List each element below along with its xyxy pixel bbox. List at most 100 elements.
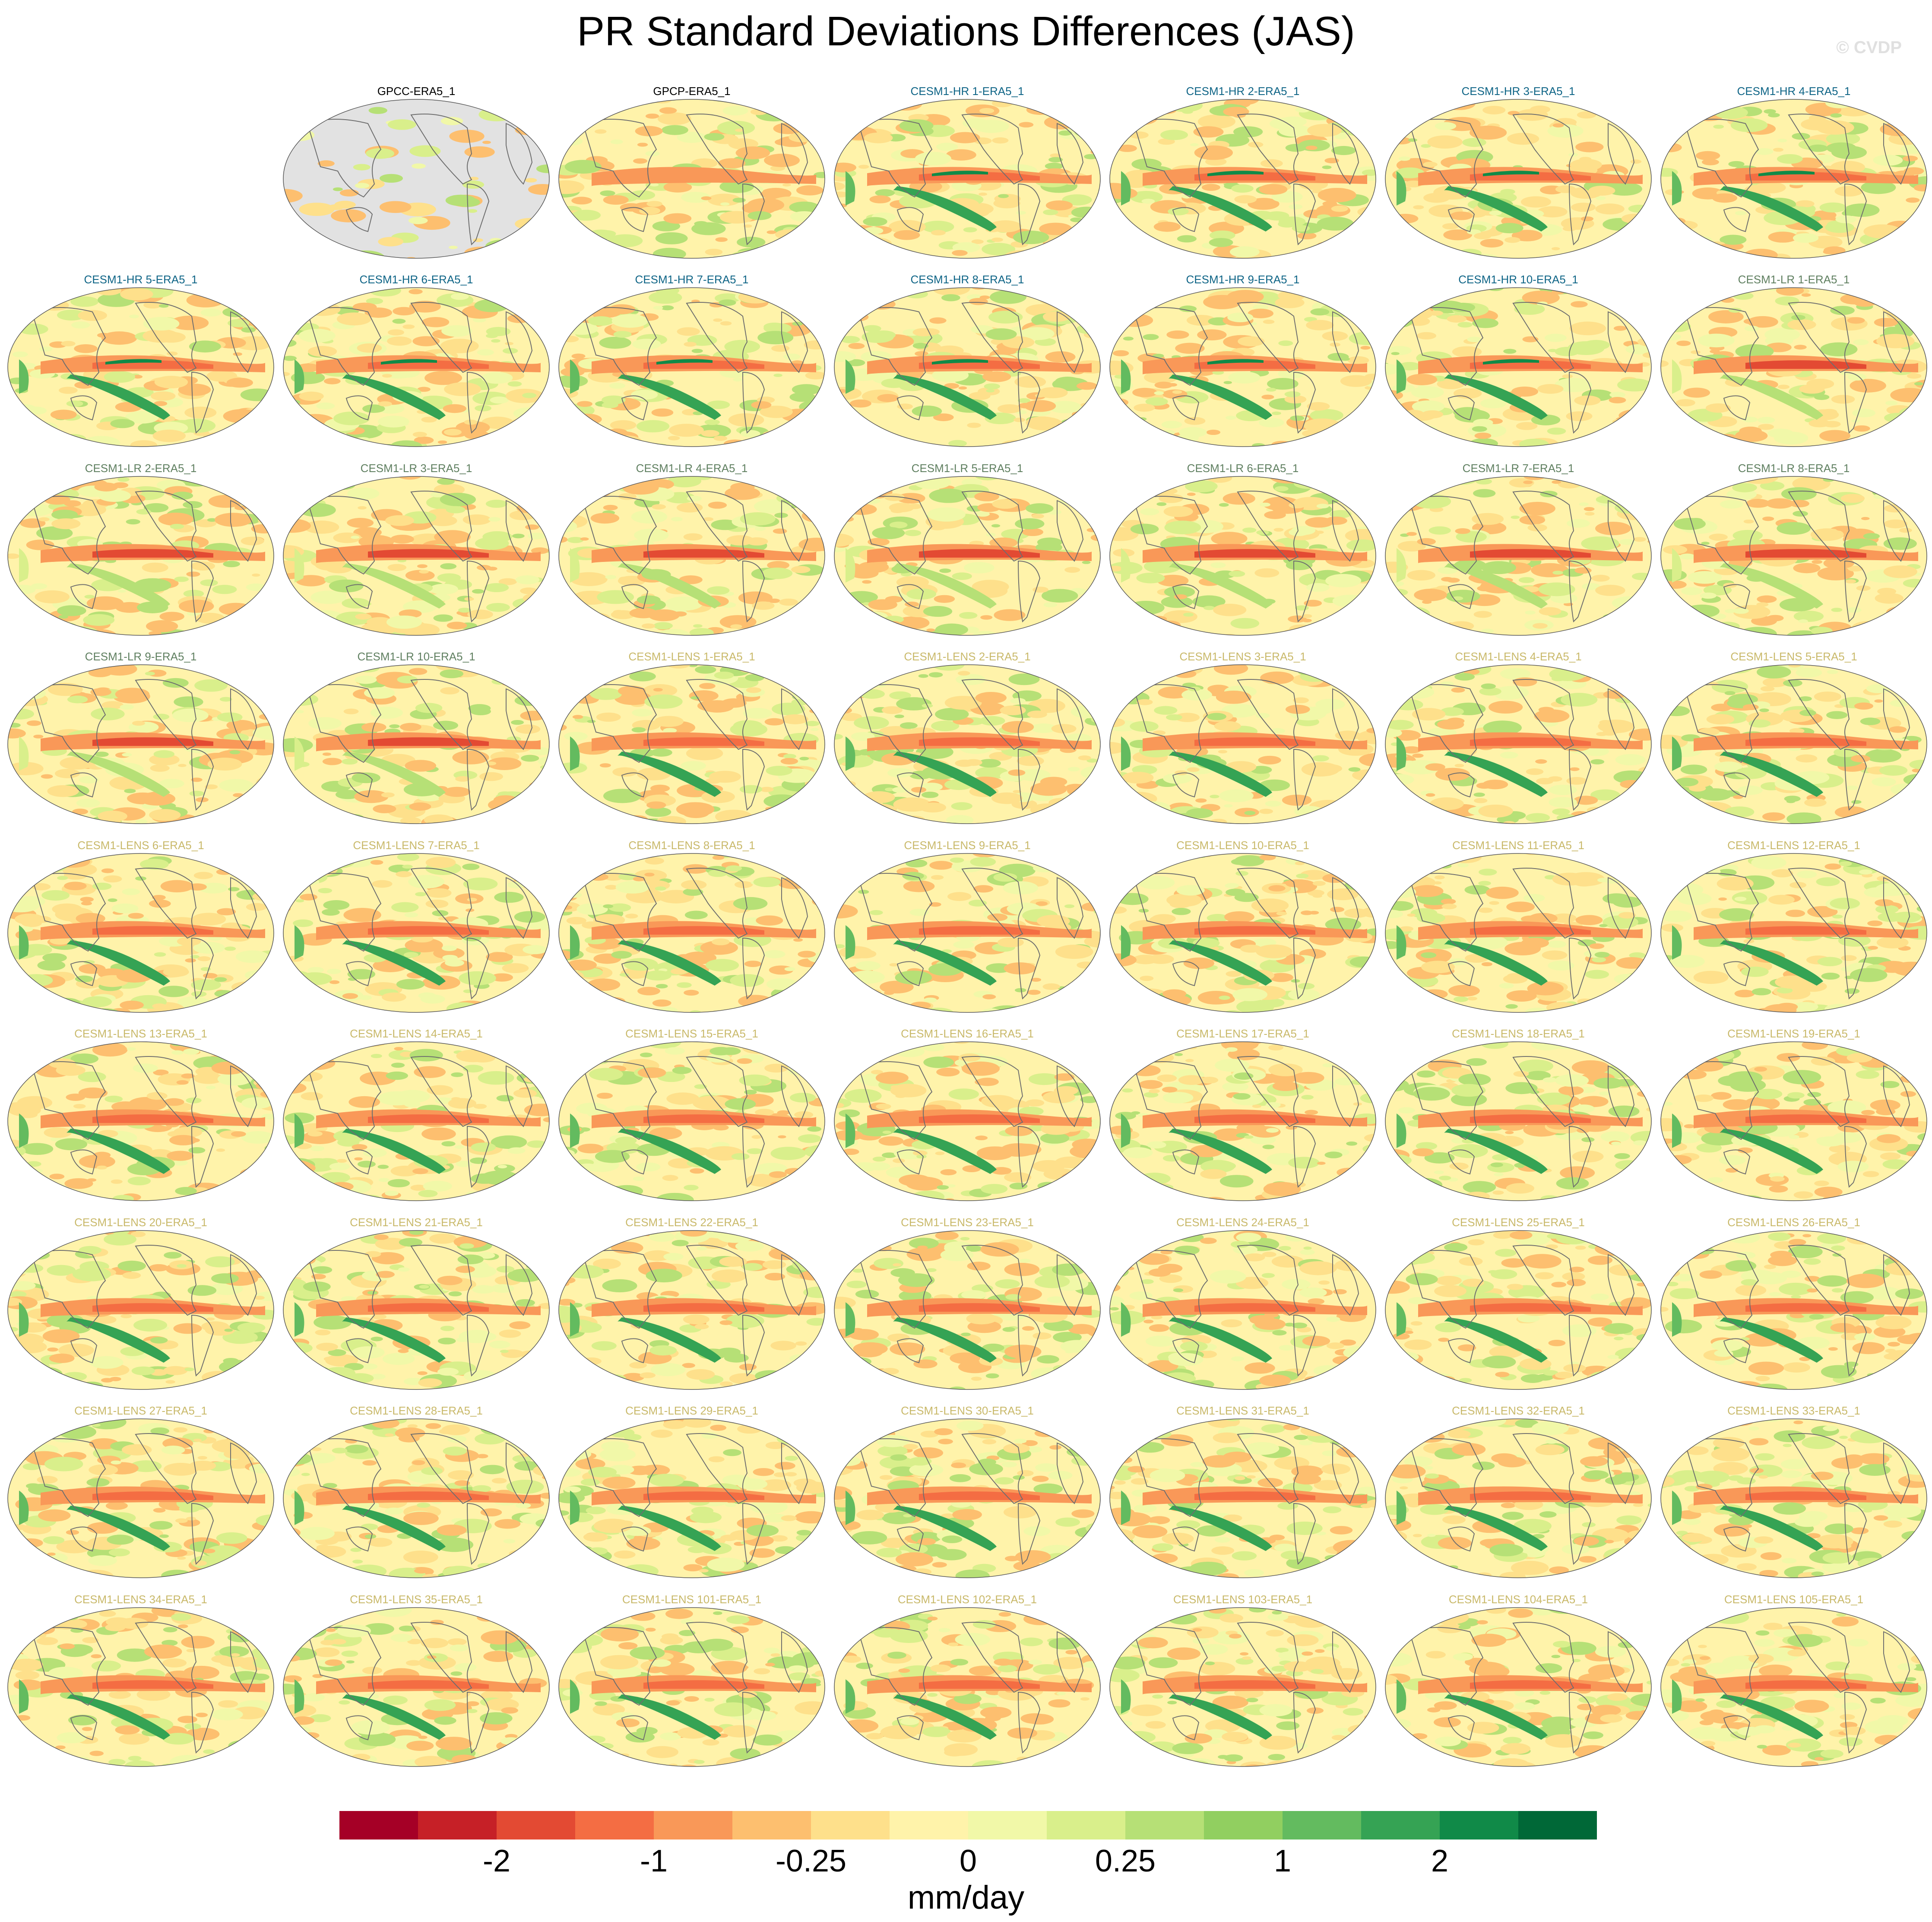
panel-title: CESM1-LENS 11-ERA5_1	[1452, 839, 1584, 852]
panel-title: CESM1-LENS 10-ERA5_1	[1176, 839, 1309, 852]
global-map	[833, 1229, 1102, 1391]
colorbar-swatch	[497, 1811, 575, 1840]
panel-title: CESM1-LR 4-ERA5_1	[636, 462, 748, 475]
map-panel: CESM1-LR 8-ERA5_1	[1659, 462, 1929, 643]
colorbar-tick-label: 0.25	[1095, 1844, 1156, 1878]
global-map	[6, 1229, 276, 1391]
global-map	[6, 852, 276, 1014]
colorbar-swatch	[1283, 1811, 1361, 1840]
panel-title: CESM1-LENS 6-ERA5_1	[77, 839, 204, 852]
global-map	[1659, 1417, 1929, 1579]
global-map	[1659, 475, 1929, 637]
global-map	[833, 1606, 1102, 1768]
panel-title: GPCC-ERA5_1	[377, 85, 456, 98]
map-panel: CESM1-LR 7-ERA5_1	[1384, 462, 1653, 643]
global-map	[6, 663, 276, 825]
map-panel: CESM1-LENS 14-ERA5_1	[282, 1027, 551, 1208]
panel-title: CESM1-LR 3-ERA5_1	[360, 462, 472, 475]
map-panel: CESM1-HR 10-ERA5_1	[1384, 273, 1653, 454]
map-panel: CESM1-LENS 19-ERA5_1	[1659, 1027, 1929, 1208]
panel-title: CESM1-LENS 5-ERA5_1	[1730, 650, 1857, 663]
panel-title: CESM1-HR 2-ERA5_1	[1186, 85, 1300, 98]
colorbar-tick-label: -1	[640, 1844, 668, 1878]
global-map	[282, 852, 551, 1014]
panel-title: CESM1-LENS 8-ERA5_1	[628, 839, 755, 852]
map-panel: CESM1-LENS 1-ERA5_1	[557, 650, 827, 831]
map-panel: CESM1-LR 2-ERA5_1	[6, 462, 276, 643]
map-panel: CESM1-LR 3-ERA5_1	[282, 462, 551, 643]
panel-title: CESM1-HR 1-ERA5_1	[910, 85, 1024, 98]
panel-title: CESM1-LR 7-ERA5_1	[1462, 462, 1574, 475]
map-panel: CESM1-HR 3-ERA5_1	[1384, 85, 1653, 266]
map-panel: CESM1-LENS 27-ERA5_1	[6, 1404, 276, 1586]
colorbar	[339, 1811, 1597, 1840]
colorbar-swatch	[654, 1811, 732, 1840]
map-panel: CESM1-LENS 16-ERA5_1	[833, 1027, 1102, 1208]
colorbar-swatch	[811, 1811, 890, 1840]
panel-title: CESM1-LR 8-ERA5_1	[1738, 462, 1850, 475]
global-map	[1659, 852, 1929, 1014]
map-panel: CESM1-LENS 22-ERA5_1	[557, 1216, 827, 1397]
panel-title: CESM1-LENS 21-ERA5_1	[350, 1216, 483, 1229]
global-map	[282, 475, 551, 637]
map-panel: CESM1-LR 5-ERA5_1	[833, 462, 1102, 643]
panel-title: CESM1-HR 4-ERA5_1	[1737, 85, 1851, 98]
map-panel: CESM1-LENS 26-ERA5_1	[1659, 1216, 1929, 1397]
map-panel: CESM1-HR 8-ERA5_1	[833, 273, 1102, 454]
global-map	[6, 1606, 276, 1768]
global-map	[282, 1040, 551, 1202]
map-panel: CESM1-HR 2-ERA5_1	[1108, 85, 1378, 266]
map-panel: CESM1-LENS 25-ERA5_1	[1384, 1216, 1653, 1397]
global-map	[557, 852, 827, 1014]
panel-title: CESM1-LENS 30-ERA5_1	[901, 1404, 1034, 1417]
colorbar-swatch	[1204, 1811, 1283, 1840]
map-panel: CESM1-LR 1-ERA5_1	[1659, 273, 1929, 454]
colorbar-swatch	[339, 1811, 418, 1840]
panel-title: CESM1-LENS 14-ERA5_1	[350, 1027, 483, 1040]
colorbar-swatch	[890, 1811, 968, 1840]
map-panel: CESM1-LENS 8-ERA5_1	[557, 839, 827, 1020]
global-map	[1659, 286, 1929, 448]
global-map	[833, 98, 1102, 260]
panel-title: CESM1-LENS 4-ERA5_1	[1455, 650, 1582, 663]
panel-title: CESM1-HR 5-ERA5_1	[84, 273, 198, 286]
panel-title: CESM1-HR 8-ERA5_1	[910, 273, 1024, 286]
global-map	[1108, 475, 1378, 637]
panel-title: CESM1-LR 5-ERA5_1	[911, 462, 1023, 475]
map-panel: CESM1-LENS 32-ERA5_1	[1384, 1404, 1653, 1586]
map-panel: CESM1-LENS 24-ERA5_1	[1108, 1216, 1378, 1397]
panel-title: CESM1-LR 2-ERA5_1	[85, 462, 197, 475]
global-map	[833, 1040, 1102, 1202]
map-panel: CESM1-HR 1-ERA5_1	[833, 85, 1102, 266]
global-map	[1384, 475, 1653, 637]
panel-title: CESM1-LENS 29-ERA5_1	[625, 1404, 758, 1417]
panel-title: CESM1-LENS 9-ERA5_1	[904, 839, 1031, 852]
colorbar-tick-label: 0	[959, 1844, 977, 1878]
panel-title: CESM1-LENS 104-ERA5_1	[1448, 1593, 1588, 1606]
panel-title: CESM1-LENS 102-ERA5_1	[897, 1593, 1037, 1606]
map-panel: CESM1-LENS 18-ERA5_1	[1384, 1027, 1653, 1208]
map-panel: CESM1-LR 6-ERA5_1	[1108, 462, 1378, 643]
map-panel: CESM1-LENS 21-ERA5_1	[282, 1216, 551, 1397]
panel-title: CESM1-LENS 22-ERA5_1	[625, 1216, 758, 1229]
panel-title: CESM1-LENS 12-ERA5_1	[1727, 839, 1860, 852]
global-map	[833, 1417, 1102, 1579]
global-map	[1108, 1606, 1378, 1768]
global-map	[557, 1417, 827, 1579]
global-map	[1659, 663, 1929, 825]
panel-title: CESM1-HR 10-ERA5_1	[1458, 273, 1578, 286]
global-map	[282, 663, 551, 825]
panel-title: GPCP-ERA5_1	[653, 85, 731, 98]
global-map	[282, 1606, 551, 1768]
map-panel: CESM1-LENS 35-ERA5_1	[282, 1593, 551, 1774]
panel-title: CESM1-LENS 17-ERA5_1	[1176, 1027, 1309, 1040]
global-map	[1108, 1229, 1378, 1391]
global-map	[1108, 1040, 1378, 1202]
map-panel: CESM1-LENS 17-ERA5_1	[1108, 1027, 1378, 1208]
global-map	[6, 1040, 276, 1202]
panel-title: CESM1-LENS 20-ERA5_1	[74, 1216, 207, 1229]
panel-title: CESM1-LR 10-ERA5_1	[357, 650, 475, 663]
global-map	[1108, 1417, 1378, 1579]
global-map	[1108, 98, 1378, 260]
global-map	[282, 98, 551, 260]
